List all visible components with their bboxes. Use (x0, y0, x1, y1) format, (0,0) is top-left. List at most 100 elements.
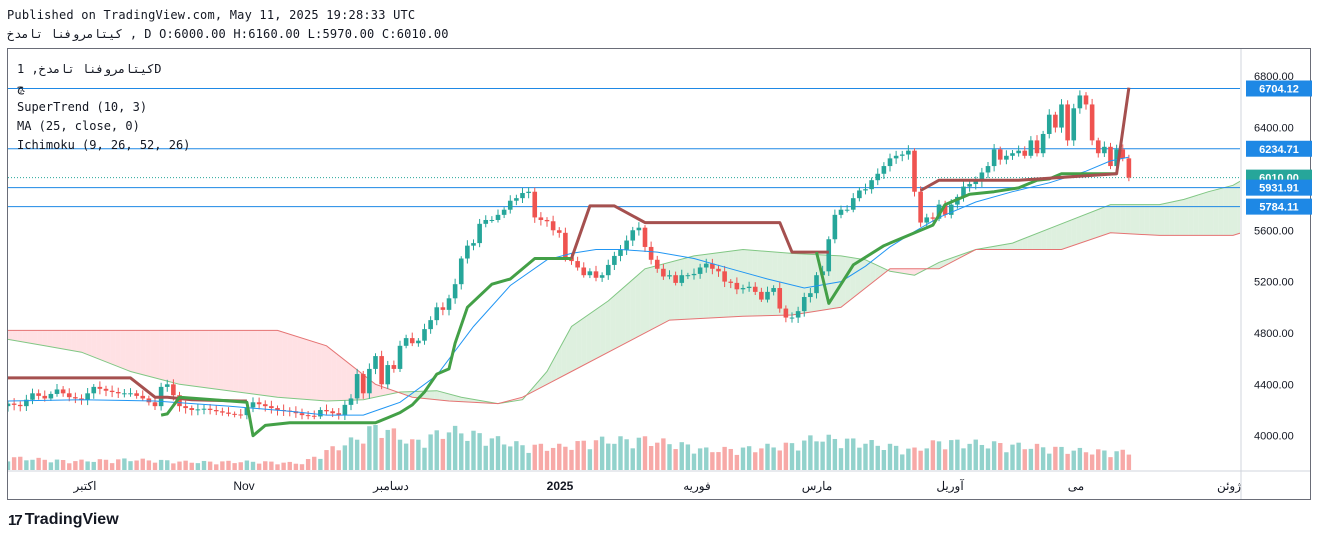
ichimoku-cloud-segment (747, 249, 753, 317)
ichimoku-cloud-segment (1095, 208, 1101, 238)
ichimoku-cloud-segment (1184, 197, 1189, 236)
volume-bar (697, 448, 703, 470)
ichimoku-cloud-segment (1017, 239, 1023, 250)
volume-bar (550, 447, 556, 470)
ichimoku-cloud-segment (179, 330, 185, 385)
volume-bar (189, 462, 194, 470)
ichimoku-cloud-segment (424, 390, 430, 399)
ichimoku-cloud-segment (1169, 201, 1175, 236)
legend-supertrend[interactable]: SuperTrend (10, 3) (17, 100, 148, 114)
volume-bar (410, 439, 415, 470)
legend-symbol[interactable]: کیتامروفنا تامدخ, 1D (17, 62, 162, 76)
volume-bar (305, 459, 311, 470)
ichimoku-cloud-segment (130, 330, 136, 373)
candle-body (918, 191, 923, 223)
volume-bar (673, 449, 678, 470)
ichimoku-cloud-segment (694, 255, 699, 319)
volume-bar (232, 463, 237, 470)
ichimoku-cloud-segment (1022, 237, 1028, 250)
volume-bar (134, 460, 139, 470)
candle-body (428, 320, 433, 330)
ichimoku-cloud-segment (855, 258, 861, 296)
volume-bar (177, 461, 182, 470)
candle-body (728, 281, 734, 283)
ichimoku-cloud-segment (591, 309, 596, 362)
candle-body (1114, 149, 1119, 167)
volume-bar (275, 464, 280, 470)
candle-body (1108, 146, 1113, 167)
ichimoku-cloud-segment (444, 392, 449, 402)
volume-bar (783, 442, 789, 470)
candle-body (906, 150, 911, 155)
volume-bar (710, 452, 715, 470)
ichimoku-cloud-segment (1012, 241, 1018, 250)
volume-bar (955, 439, 960, 470)
ichimoku-cloud-segment (453, 395, 459, 402)
volume-bar (1034, 443, 1040, 470)
volume-bar (171, 463, 176, 470)
volume-bar (967, 443, 972, 470)
ichimoku-cloud-segment (610, 294, 616, 351)
ichimoku-span-b (8, 232, 1240, 405)
candle-body (703, 263, 709, 268)
volume-bar (416, 439, 421, 470)
y-tick-label: 4000.00 (1254, 431, 1294, 443)
x-tick-label: Nov (233, 479, 254, 493)
volume-bar (342, 445, 348, 470)
candle-body (593, 271, 599, 278)
candle-body (213, 410, 219, 412)
candle-body (256, 402, 262, 405)
ichimoku-cloud-segment (581, 316, 587, 367)
candle-body (1102, 146, 1107, 154)
ichimoku-cloud-segment (649, 266, 655, 331)
volume-bar (1059, 446, 1064, 470)
legend-ma[interactable]: MA (25, close, 0) (17, 119, 140, 133)
volume-bar (642, 436, 648, 470)
volume-bar (226, 460, 231, 470)
ichimoku-cloud-segment (66, 330, 72, 351)
ichimoku-cloud-segment (576, 319, 582, 369)
candle-body (385, 365, 391, 385)
chart-frame[interactable] (7, 48, 1311, 500)
ichimoku-cloud-segment (914, 268, 920, 276)
ichimoku-cloud-segment (1223, 186, 1229, 236)
candle-body (403, 338, 409, 346)
ichimoku-cloud-segment (306, 339, 312, 400)
ichimoku-cloud-segment (561, 335, 567, 377)
volume-bar (403, 443, 409, 470)
candle-body (97, 386, 103, 389)
candle-body (648, 246, 654, 260)
volume-bar (146, 460, 152, 470)
ichimoku-cloud-segment (321, 344, 327, 402)
candle-body (250, 402, 256, 408)
volume-bar (1089, 454, 1095, 470)
ichimoku-cloud-segment (586, 312, 592, 364)
volume-bar (103, 459, 109, 470)
ichimoku-cloud-segment (257, 330, 263, 396)
ichimoku-cloud-segment (233, 330, 239, 393)
volume-bar (838, 448, 844, 470)
candle-body (777, 288, 783, 309)
candle-body (1071, 108, 1077, 141)
price-label-box (1246, 179, 1312, 196)
candle-body (997, 149, 1003, 160)
volume-bar (998, 443, 1003, 470)
supertrend-up-segment (160, 257, 572, 438)
volume-bar (207, 461, 213, 470)
volume-bar (1047, 453, 1052, 470)
volume-bar (336, 450, 341, 470)
ichimoku-cloud-segment (414, 391, 420, 398)
candle-body (183, 406, 188, 409)
candle-body (91, 386, 97, 394)
volume-bar (599, 436, 605, 470)
volume-bar (581, 440, 586, 470)
y-tick-label: 4800.00 (1254, 328, 1294, 340)
candle-body (979, 172, 985, 182)
ichimoku-cloud-segment (199, 330, 204, 388)
tradingview-brand[interactable]: 17 TradingView (8, 511, 119, 529)
ichimoku-cloud-segment (47, 330, 53, 348)
candle-body (238, 414, 244, 416)
legend-ichimoku[interactable]: Ichimoku (9, 26, 52, 26) (17, 138, 191, 152)
ichimoku-cloud-segment (997, 244, 1003, 250)
